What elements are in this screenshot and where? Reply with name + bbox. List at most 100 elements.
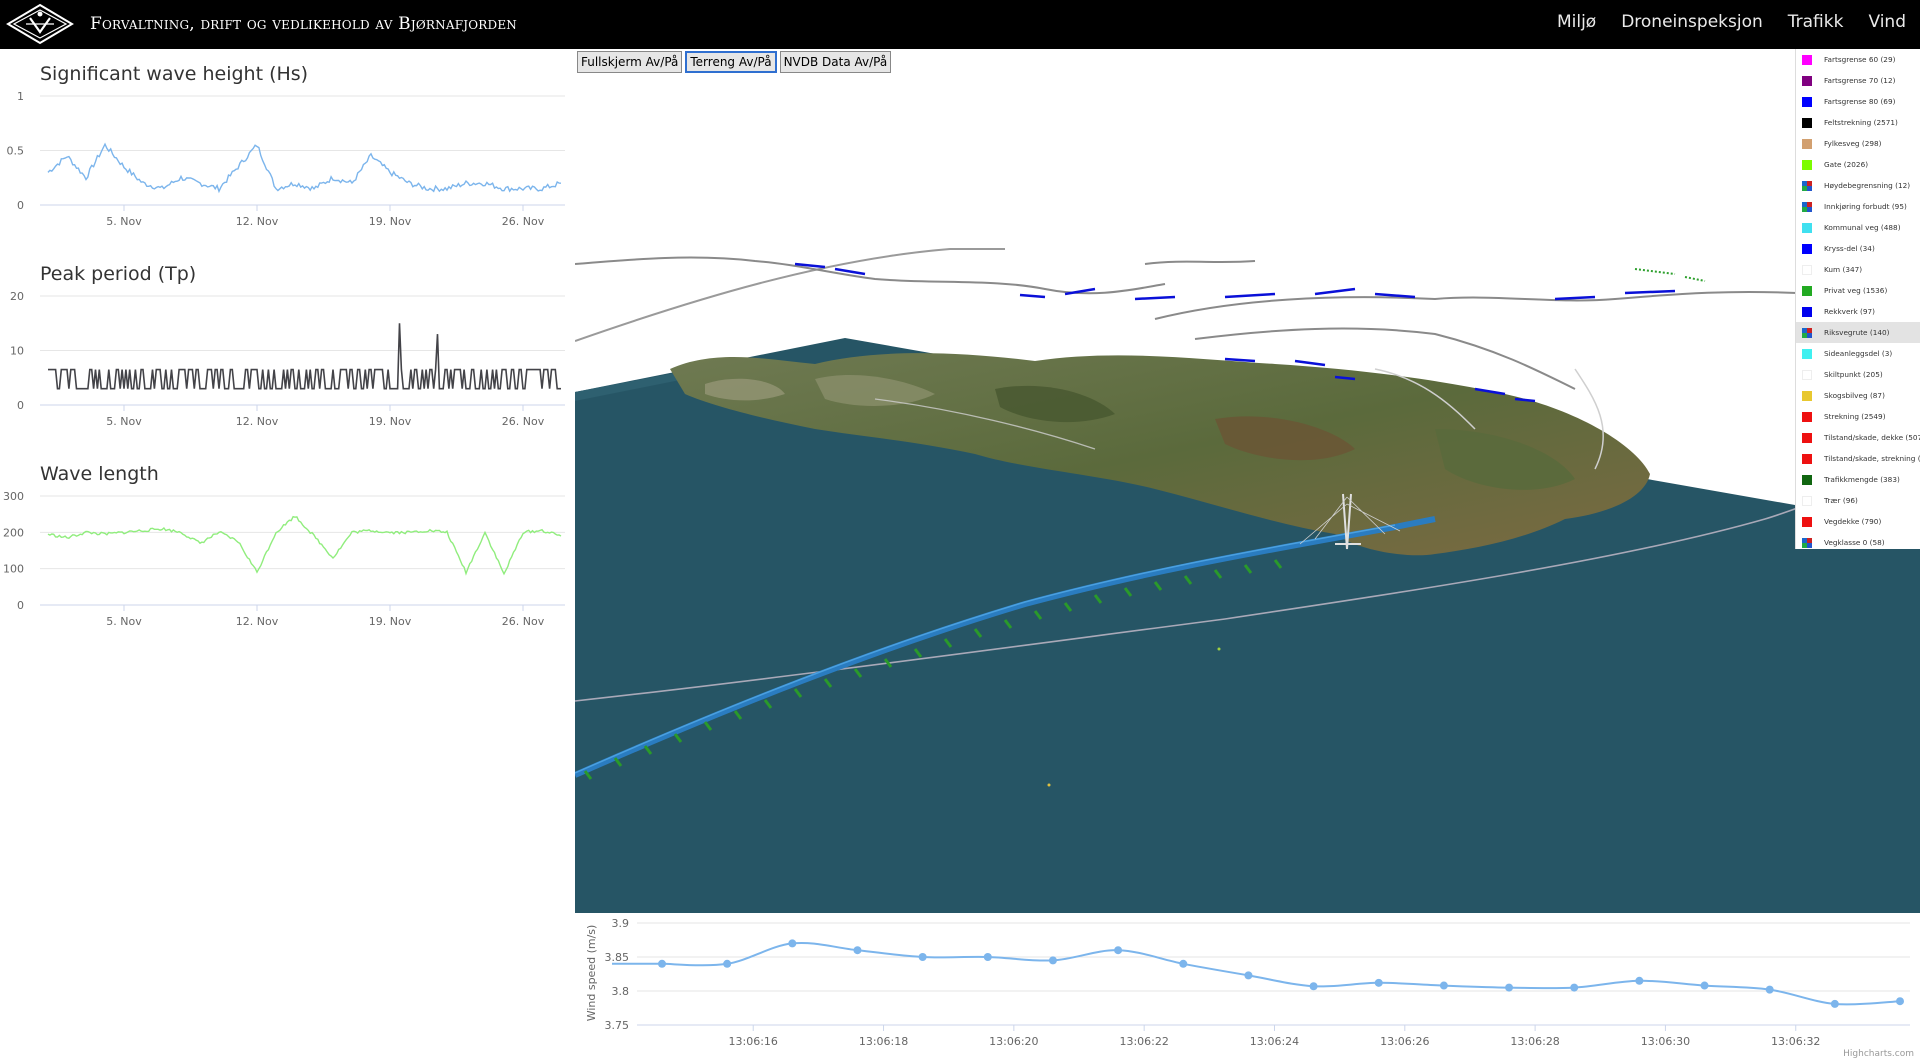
- legend-item[interactable]: Fartsgrense 80 (69): [1796, 91, 1920, 112]
- legend-label: Kryss-del (34): [1824, 244, 1875, 253]
- legend-item[interactable]: Innkjøring forbudt (95): [1796, 196, 1920, 217]
- legend-item[interactable]: Privat veg (1536): [1796, 280, 1920, 301]
- wind-speed-point[interactable]: [1765, 985, 1774, 994]
- wind-speed-point[interactable]: [658, 959, 666, 968]
- legend-item[interactable]: Tilstand/skade, strekning (537): [1796, 448, 1920, 469]
- legend-item[interactable]: Gate (2026): [1796, 154, 1920, 175]
- series-line[interactable]: [48, 323, 561, 390]
- wind-speed-point[interactable]: [1570, 983, 1579, 992]
- wind-speed-chart-svg[interactable]: 3.9 3.85 3.8 3.75 Wind speed (m/s) 13:06:16 13…: [575, 913, 1920, 1063]
- legend-label: Skogsbilveg (87): [1824, 391, 1885, 400]
- wind-speed-point[interactable]: [1830, 999, 1839, 1008]
- legend-item[interactable]: Feltstrekning (2571): [1796, 112, 1920, 133]
- legend-item[interactable]: Trær (96): [1796, 490, 1920, 511]
- wind-speed-point[interactable]: [1896, 997, 1904, 1006]
- legend-label: Fartsgrense 80 (69): [1824, 97, 1896, 106]
- wave-height-chart[interactable]: 1 0.5 0 5. Nov 12. Nov 19. Nov 26. Nov Signifi…: [0, 49, 575, 249]
- chart-title: Wave length: [40, 463, 159, 485]
- wind-speed-point[interactable]: [853, 946, 862, 955]
- legend-label: Fartsgrense 70 (12): [1824, 76, 1896, 85]
- wind-speed-point[interactable]: [1244, 971, 1253, 980]
- legend-item[interactable]: Rekkverk (97): [1796, 301, 1920, 322]
- x-tick-label: 19. Nov: [369, 415, 412, 428]
- statens-vegvesen-logo[interactable]: [4, 2, 76, 46]
- legend-item[interactable]: Riksvegrute (140): [1796, 322, 1920, 343]
- nav-links: Miljø Droneinspeksjon Trafikk Vind: [1557, 12, 1906, 32]
- legend-item[interactable]: Tilstand/skade, dekke (507): [1796, 427, 1920, 448]
- legend-label: Strekning (2549): [1824, 412, 1886, 421]
- legend-item[interactable]: Kum (347): [1796, 259, 1920, 280]
- island-terrain: [670, 353, 1650, 556]
- legend-item[interactable]: Fartsgrense 60 (29): [1796, 49, 1920, 70]
- highcharts-credits-link[interactable]: Highcharts.com: [1843, 1049, 1914, 1059]
- x-tick-label: 5. Nov: [106, 415, 142, 428]
- legend-swatch-icon: [1802, 327, 1812, 338]
- nav-link-trafikk[interactable]: Trafikk: [1787, 12, 1844, 32]
- x-tick-label: 5. Nov: [106, 615, 142, 628]
- road-line: [1194, 327, 1576, 390]
- wind-speed-point[interactable]: [1179, 959, 1188, 968]
- series-line[interactable]: [47, 515, 562, 576]
- wind-speed-point[interactable]: [1439, 981, 1448, 990]
- fullscreen-toggle-button[interactable]: Fullskjerm Av/På: [577, 51, 683, 73]
- wind-speed-point[interactable]: [1309, 982, 1318, 991]
- x-tick-label: 13:06:28: [1510, 1035, 1559, 1048]
- legend-swatch-icon: [1802, 75, 1812, 86]
- wind-speed-point[interactable]: [1505, 983, 1514, 992]
- wind-speed-point[interactable]: [723, 959, 732, 968]
- wind-speed-point[interactable]: [1374, 978, 1383, 987]
- terrain-toggle-button[interactable]: Terreng Av/På: [685, 51, 777, 73]
- series-line[interactable]: [47, 142, 562, 194]
- legend-item[interactable]: Fylkesveg (298): [1796, 133, 1920, 154]
- legend-label: Kum (347): [1824, 265, 1863, 274]
- x-tick-label: 13:06:30: [1641, 1035, 1690, 1048]
- legend-label: Vegklasse 0 (58): [1824, 538, 1885, 547]
- legend-label: Tilstand/skade, dekke (507): [1824, 433, 1920, 442]
- wind-speed-point[interactable]: [983, 953, 992, 961]
- nav-link-miljo[interactable]: Miljø: [1556, 12, 1597, 32]
- viewport-toolbar: Fullskjerm Av/På Terreng Av/På NVDB Data…: [577, 51, 892, 73]
- peak-period-chart[interactable]: 20 10 0 5. Nov 12. Nov 19. Nov 26. Nov Peak pe…: [0, 249, 575, 449]
- legend-item[interactable]: Fartsgrense 70 (12): [1796, 70, 1920, 91]
- legend-item[interactable]: Vegdekke (790): [1796, 511, 1920, 532]
- road-line: [1574, 368, 1604, 470]
- wind-speed-point[interactable]: [1700, 981, 1709, 990]
- wave-height-chart-svg[interactable]: 1 0.5 0 5. Nov 12. Nov 19. Nov 26. Nov: [0, 49, 575, 249]
- y-tick-label: 100: [3, 563, 24, 576]
- legend-item[interactable]: Kryss-del (34): [1796, 238, 1920, 259]
- wind-speed-line[interactable]: [612, 941, 1901, 1006]
- wind-speed-point[interactable]: [1635, 976, 1644, 985]
- terrain-3d-viewport[interactable]: Fullskjerm Av/På Terreng Av/På NVDB Data…: [575, 49, 1920, 913]
- bridge-tower: [1335, 493, 1361, 550]
- legend-item[interactable]: Skiltpunkt (205): [1796, 364, 1920, 385]
- legend-item[interactable]: Høydebegrensning (12): [1796, 175, 1920, 196]
- peak-period-chart-svg[interactable]: 20 10 0 5. Nov 12. Nov 19. Nov 26. Nov: [0, 249, 575, 449]
- legend-item[interactable]: Sideanleggsdel (3): [1796, 343, 1920, 364]
- legend-swatch-icon: [1802, 537, 1812, 548]
- legend-label: Gate (2026): [1824, 160, 1869, 169]
- legend-item[interactable]: Kommunal veg (488): [1796, 217, 1920, 238]
- legend-item[interactable]: Skogsbilveg (87): [1796, 385, 1920, 406]
- wind-speed-point[interactable]: [1114, 946, 1123, 955]
- legend-swatch-icon: [1802, 474, 1812, 485]
- nvdb-data-toggle-button[interactable]: NVDB Data Av/På: [779, 51, 892, 73]
- y-tick-label: 300: [3, 490, 24, 503]
- legend-item[interactable]: Strekning (2549): [1796, 406, 1920, 427]
- y-tick-label: 3.9: [612, 917, 630, 930]
- wind-speed-point[interactable]: [1048, 956, 1057, 965]
- y-tick-label: 0: [17, 399, 24, 412]
- wind-speed-chart[interactable]: 3.9 3.85 3.8 3.75 Wind speed (m/s) 13:06:16 13…: [575, 913, 1920, 1063]
- x-tick-label: 26. Nov: [502, 615, 545, 628]
- legend-item[interactable]: Vegklasse 0 (58): [1796, 532, 1920, 549]
- wind-speed-point[interactable]: [788, 939, 797, 948]
- legend-label: Riksvegrute (140): [1824, 328, 1890, 337]
- legend-label: Sideanleggsdel (3): [1824, 349, 1893, 358]
- legend-swatch-icon: [1802, 138, 1812, 149]
- nav-link-vind[interactable]: Vind: [1868, 12, 1906, 32]
- terrain-scene[interactable]: [575, 49, 1920, 913]
- wind-speed-point[interactable]: [918, 953, 927, 961]
- legend-item[interactable]: Trafikkmengde (383): [1796, 469, 1920, 490]
- nav-link-droneinspeksjon[interactable]: Droneinspeksjon: [1621, 12, 1763, 32]
- wave-length-chart-svg[interactable]: 300 200 100 0 5. Nov 12. Nov 19. Nov 26. Nov: [0, 449, 575, 649]
- wave-length-chart[interactable]: 300 200 100 0 5. Nov 12. Nov 19. Nov 26. Nov Wa…: [0, 449, 575, 649]
